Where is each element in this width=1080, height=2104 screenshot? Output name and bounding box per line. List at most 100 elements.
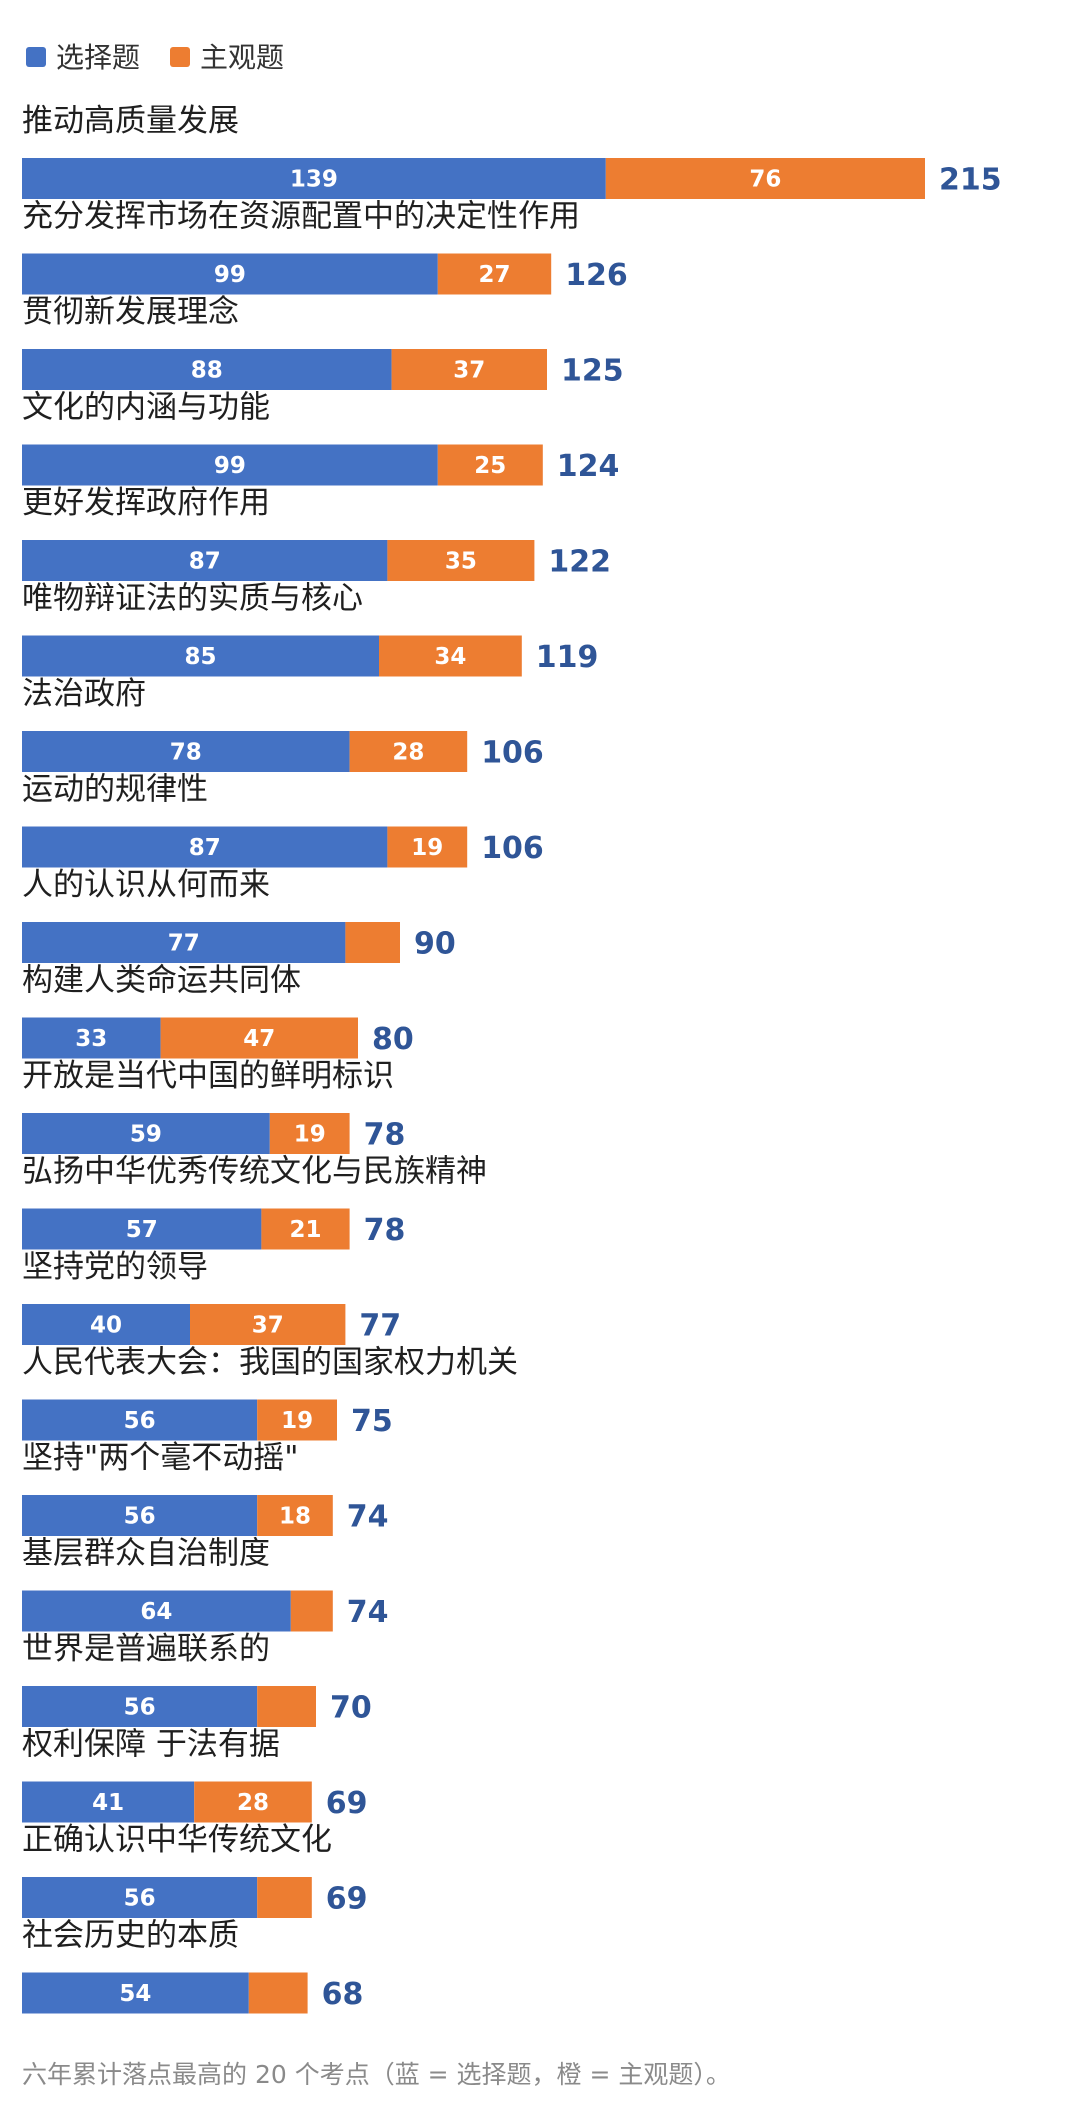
bar-value-label: 35 bbox=[445, 549, 477, 575]
legend-swatch-0 bbox=[26, 47, 46, 67]
bar-value-label: 37 bbox=[252, 1313, 284, 1339]
category-label: 开放是当代中国的鲜明标识 bbox=[22, 1058, 394, 1094]
bar-segment-choice bbox=[22, 635, 379, 677]
bar-value-label: 40 bbox=[90, 1313, 122, 1339]
bar-segment-choice bbox=[22, 1686, 258, 1727]
bar-value-label: 56 bbox=[124, 1504, 156, 1530]
bar-value-label: 28 bbox=[237, 1790, 269, 1816]
bar-total-label: 80 bbox=[372, 1022, 414, 1057]
category-label: 基层群众自治制度 bbox=[22, 1536, 270, 1572]
bar-segment-subjective bbox=[379, 635, 522, 677]
category-label: 正确认识中华传统文化 bbox=[22, 1822, 332, 1858]
bar-value-label: 57 bbox=[126, 1217, 158, 1243]
bar-segment-subjective bbox=[437, 444, 543, 486]
bar-total-label: 106 bbox=[481, 736, 544, 771]
bar-value-label: 99 bbox=[214, 453, 246, 479]
bar-value-label: 47 bbox=[243, 1026, 275, 1052]
bar-total-label: 75 bbox=[351, 1404, 393, 1439]
bar-segment-subjective bbox=[261, 1208, 350, 1250]
bar-segment-choice bbox=[22, 1017, 161, 1059]
category-label: 人民代表大会：我国的国家权力机关 bbox=[22, 1345, 518, 1381]
bar-segment-choice bbox=[22, 444, 438, 486]
bar-value-label: 78 bbox=[170, 740, 202, 766]
bar-segment-choice bbox=[22, 922, 346, 963]
bar-segment-choice bbox=[22, 1781, 195, 1823]
category-label: 构建人类命运共同体 bbox=[22, 963, 301, 999]
bar-segment-subjective bbox=[160, 1017, 358, 1059]
bar-segment-subjective bbox=[387, 540, 535, 581]
bar-total-label: 69 bbox=[326, 1786, 368, 1821]
bar-value-label: 34 bbox=[434, 644, 466, 670]
bar-segment-choice bbox=[22, 1399, 258, 1441]
category-label: 弘扬中华优秀传统文化与民族精神 bbox=[22, 1154, 487, 1190]
bar-segment-choice bbox=[22, 1304, 190, 1345]
bar-value-label: 54 bbox=[119, 1981, 151, 2007]
bar-value-label: 33 bbox=[75, 1026, 107, 1052]
bar-total-label: 74 bbox=[347, 1595, 389, 1630]
bar-segment-subjective bbox=[269, 1113, 350, 1154]
bar-value-label: 59 bbox=[130, 1122, 162, 1148]
category-label: 世界是普遍联系的 bbox=[22, 1631, 270, 1667]
bar-segment-subjective bbox=[194, 1781, 312, 1823]
bar-segment-subjective bbox=[437, 253, 552, 295]
bar-value-label: 56 bbox=[124, 1886, 156, 1912]
bar-value-label: 85 bbox=[184, 644, 216, 670]
bar-segment-choice bbox=[22, 731, 350, 772]
bar-value-label: 28 bbox=[392, 740, 424, 766]
bar-total-label: 78 bbox=[364, 1213, 406, 1248]
category-label: 充分发挥市场在资源配置中的决定性作用 bbox=[22, 199, 580, 235]
bar-value-label: 64 bbox=[140, 1599, 172, 1625]
category-label: 社会历史的本质 bbox=[22, 1918, 239, 1954]
bar-segment-subjective bbox=[257, 1877, 312, 1918]
bar-value-label: 21 bbox=[289, 1217, 321, 1243]
bar-value-label: 37 bbox=[453, 358, 485, 384]
bar-total-label: 68 bbox=[322, 1977, 364, 2012]
bar-value-label: 139 bbox=[290, 167, 338, 193]
category-label: 文化的内涵与功能 bbox=[22, 390, 270, 426]
category-label: 坚持"两个毫不动摇" bbox=[22, 1440, 299, 1476]
bar-segment-choice bbox=[22, 1495, 258, 1536]
bar-value-label: 87 bbox=[189, 835, 221, 861]
bar-total-label: 78 bbox=[364, 1118, 406, 1153]
legend-label-1: 主观题 bbox=[200, 41, 284, 74]
bar-segment-choice bbox=[22, 826, 388, 868]
bar-value-label: 19 bbox=[294, 1122, 326, 1148]
bar-value-label: 27 bbox=[478, 262, 510, 288]
bar-value-label: 19 bbox=[411, 835, 443, 861]
bar-segment-subjective bbox=[257, 1495, 333, 1536]
bar-total-label: 122 bbox=[548, 545, 611, 580]
bar-segment-choice bbox=[22, 1208, 262, 1250]
bar-segment-subjective bbox=[345, 922, 400, 963]
bar-value-label: 87 bbox=[189, 549, 221, 575]
bar-value-label: 56 bbox=[124, 1695, 156, 1721]
bar-segment-subjective bbox=[349, 731, 468, 772]
bar-segment-subjective bbox=[391, 349, 547, 390]
bar-value-label: 76 bbox=[749, 167, 781, 193]
bar-segment-choice bbox=[22, 1590, 291, 1632]
category-label: 运动的规律性 bbox=[22, 772, 208, 808]
bar-segment-choice bbox=[22, 253, 438, 295]
bar-segment-subjective bbox=[387, 826, 468, 868]
bar-total-label: 69 bbox=[326, 1882, 368, 1917]
bar-value-label: 18 bbox=[279, 1504, 311, 1530]
bar-total-label: 119 bbox=[536, 640, 599, 675]
bar-value-label: 88 bbox=[191, 358, 223, 384]
category-label: 唯物辩证法的实质与核心 bbox=[22, 581, 363, 617]
bar-segment-choice bbox=[22, 1113, 270, 1154]
bar-total-label: 126 bbox=[565, 258, 628, 293]
bar-segment-subjective bbox=[190, 1304, 346, 1345]
bar-total-label: 74 bbox=[347, 1500, 389, 1535]
legend-swatch-1 bbox=[170, 47, 190, 67]
category-label: 贯彻新发展理念 bbox=[22, 294, 239, 330]
bar-total-label: 124 bbox=[557, 449, 620, 484]
bar-segment-subjective bbox=[605, 158, 925, 199]
bar-total-label: 106 bbox=[481, 831, 544, 866]
bar-segment-choice bbox=[22, 540, 388, 581]
bar-segment-subjective bbox=[257, 1399, 337, 1441]
bar-total-label: 70 bbox=[330, 1691, 372, 1726]
bar-value-label: 41 bbox=[92, 1790, 124, 1816]
bar-segment-subjective bbox=[257, 1686, 316, 1727]
category-label: 推动高质量发展 bbox=[22, 103, 239, 139]
bar-segment-choice bbox=[22, 1877, 258, 1918]
chart-caption: 六年累计落点最高的 20 个考点（蓝 = 选择题，橙 = 主观题）。 bbox=[22, 2060, 731, 2089]
